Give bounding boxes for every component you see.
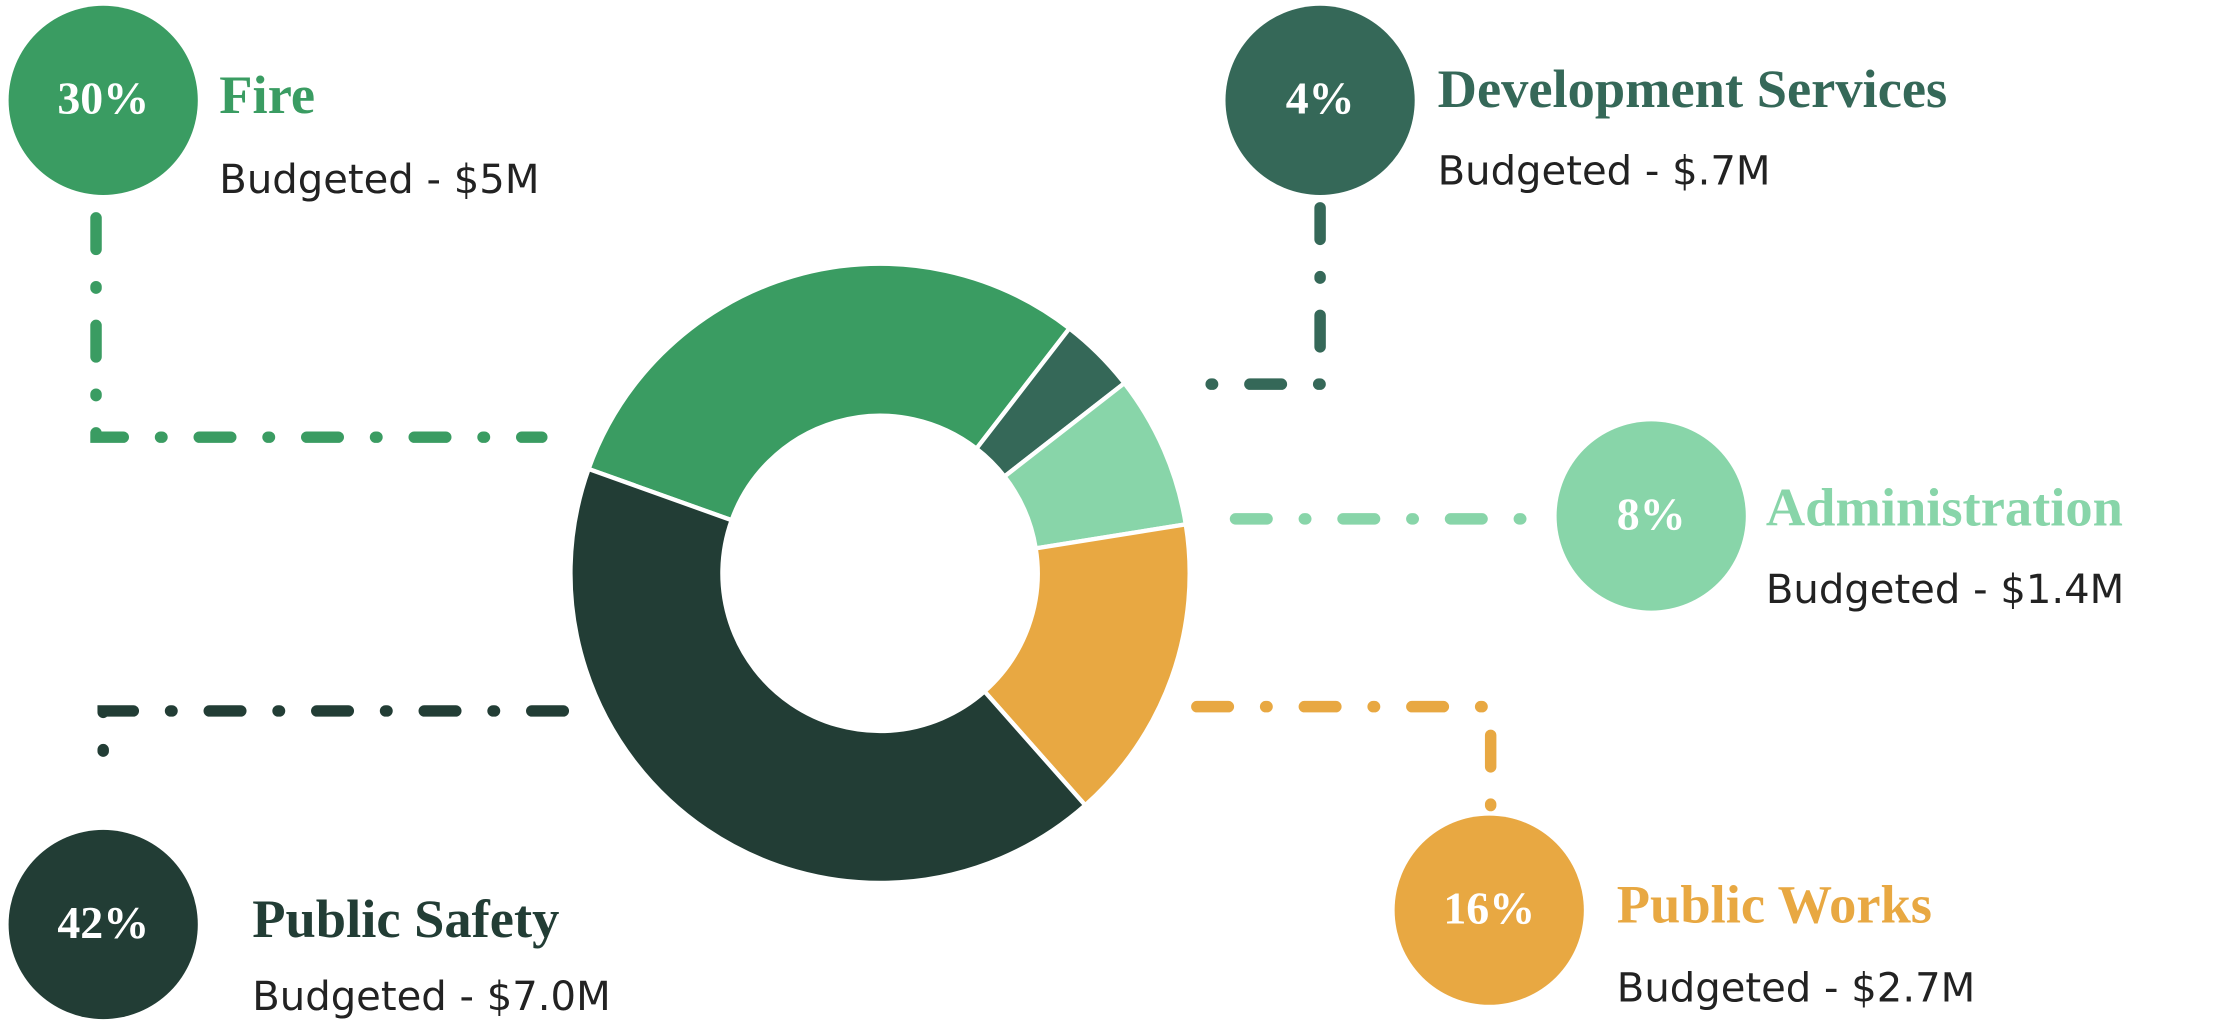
category-title: Public Safety [252,888,559,949]
budget-label: Budgeted - $5M [219,157,539,203]
budget-label: Budgeted - $7.0M [252,974,610,1020]
percent-label: 8% [1617,488,1686,539]
category-title: Fire [219,64,315,125]
slice [585,261,1073,523]
budget-label: Budgeted - $2.7M [1617,965,1975,1011]
category-title: Administration [1766,477,2123,538]
percent-label: 30% [57,73,149,124]
percent-badge [1394,815,1584,1005]
percent-label: 42% [57,897,149,948]
connector [1191,700,1497,823]
category-title: Public Works [1617,874,1932,935]
budget-label: Budgeted - $.7M [1438,148,1771,194]
percent-badge [8,5,198,195]
connector [97,705,570,792]
percent-badge [1556,421,1746,611]
percent-badge [8,829,198,1020]
category-title: Development Services [1438,58,1948,119]
connector [1172,202,1326,390]
percent-label: 4% [1286,73,1355,124]
percent-badge [1225,5,1415,195]
slice [981,521,1192,809]
slice [568,466,1089,886]
connector [90,212,548,443]
budget-label: Budgeted - $1.4M [1766,567,2124,613]
percent-label: 16% [1443,883,1535,934]
